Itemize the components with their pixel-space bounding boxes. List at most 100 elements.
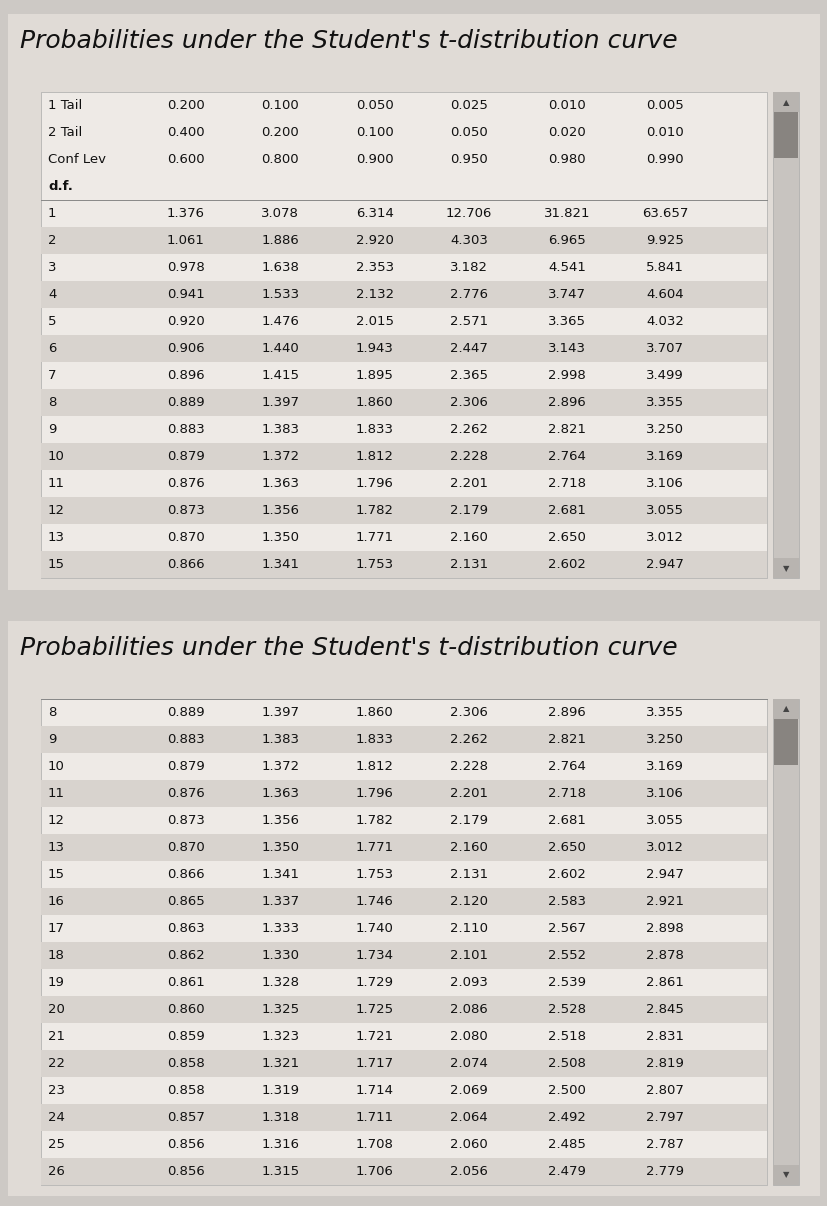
Text: 12: 12 [48,814,65,827]
Text: 4.604: 4.604 [646,288,683,302]
Text: 3.106: 3.106 [646,478,683,490]
Text: 1.415: 1.415 [261,369,299,382]
Text: 6.314: 6.314 [356,207,394,221]
Text: 2.821: 2.821 [547,423,586,437]
Text: 1.341: 1.341 [261,868,299,880]
Text: 2.998: 2.998 [547,369,586,382]
Text: 2.819: 2.819 [646,1056,683,1070]
Text: 2.602: 2.602 [547,558,586,572]
Text: 1.350: 1.350 [261,531,299,544]
Text: 2 Tail: 2 Tail [48,127,82,139]
Bar [41,281,766,308]
Text: 0.600: 0.600 [167,153,204,166]
Bar [41,551,766,578]
Text: 3.365: 3.365 [547,315,586,328]
Text: 3.182: 3.182 [450,262,488,274]
Text: 2.821: 2.821 [547,733,586,745]
Text: 1.706: 1.706 [356,1165,394,1178]
Text: 2.262: 2.262 [450,423,488,437]
Text: 1.708: 1.708 [356,1137,394,1151]
Text: 2.718: 2.718 [547,478,586,490]
Text: 2.764: 2.764 [547,450,586,463]
Text: 0.100: 0.100 [356,127,393,139]
Text: 1.721: 1.721 [356,1030,394,1043]
Text: 2.132: 2.132 [356,288,394,302]
Text: 16: 16 [48,895,65,908]
Text: 1.383: 1.383 [261,423,299,437]
Text: 1.376: 1.376 [167,207,205,221]
Text: 0.860: 0.860 [167,1003,204,1015]
Text: 1.383: 1.383 [261,733,299,745]
Text: ▼: ▼ [782,1170,788,1179]
Text: 2.479: 2.479 [547,1165,586,1178]
Text: 0.873: 0.873 [167,814,204,827]
Text: 1.734: 1.734 [356,949,394,962]
Text: 12: 12 [48,504,65,517]
Text: 2.947: 2.947 [646,868,683,880]
Text: 2.306: 2.306 [450,706,488,719]
Text: 1.325: 1.325 [261,1003,299,1015]
Text: 1.315: 1.315 [261,1165,299,1178]
Text: 2.201: 2.201 [450,786,488,800]
Text: 3.143: 3.143 [547,343,586,355]
Text: ▲: ▲ [782,704,788,714]
Text: 1.440: 1.440 [261,343,299,355]
Text: 1.341: 1.341 [261,558,299,572]
Text: 2.947: 2.947 [646,558,683,572]
Bar [41,497,766,525]
Text: 2.015: 2.015 [356,315,394,328]
Text: 1.753: 1.753 [356,558,394,572]
Text: 3.012: 3.012 [646,841,683,854]
Text: 2: 2 [48,234,56,247]
Text: 2.896: 2.896 [547,396,586,409]
Text: 0.857: 0.857 [167,1111,204,1124]
Text: 1.323: 1.323 [261,1030,299,1043]
Text: 2.528: 2.528 [547,1003,586,1015]
Text: 2.056: 2.056 [450,1165,488,1178]
Text: 1.372: 1.372 [261,760,299,773]
Bar [41,942,766,968]
Text: 2.074: 2.074 [450,1056,488,1070]
Text: 1.943: 1.943 [356,343,394,355]
Text: 2.898: 2.898 [646,921,683,935]
Text: 15: 15 [48,868,65,880]
Text: 2.228: 2.228 [450,450,488,463]
Text: 5: 5 [48,315,56,328]
Text: 0.876: 0.876 [167,786,204,800]
Text: 2.508: 2.508 [547,1056,586,1070]
Text: 2.896: 2.896 [547,706,586,719]
Text: 3.055: 3.055 [646,814,683,827]
Text: 9: 9 [48,423,56,437]
Text: Probabilities under the Student's t-distribution curve: Probabilities under the Student's t-dist… [21,636,677,660]
Text: 9.925: 9.925 [646,234,683,247]
Text: 3.169: 3.169 [646,450,683,463]
Text: 6: 6 [48,343,56,355]
Text: 2.131: 2.131 [450,558,488,572]
Text: 9: 9 [48,733,56,745]
Text: 0.020: 0.020 [547,127,586,139]
Text: 2.069: 2.069 [450,1084,487,1096]
Text: 0.863: 0.863 [167,921,204,935]
Text: 1.771: 1.771 [356,531,394,544]
Text: 3.078: 3.078 [261,207,299,221]
Text: 8: 8 [48,396,56,409]
Text: 25: 25 [48,1137,65,1151]
Bar [41,443,766,470]
Text: 2.353: 2.353 [356,262,394,274]
Text: 22: 22 [48,1056,65,1070]
Bar [41,390,766,416]
Text: 63.657: 63.657 [642,207,688,221]
Text: 2.160: 2.160 [450,841,488,854]
Text: d.f.: d.f. [48,180,73,193]
Text: 2.539: 2.539 [547,976,586,989]
Text: 0.990: 0.990 [646,153,683,166]
Text: 0.879: 0.879 [167,760,204,773]
Text: 0.873: 0.873 [167,504,204,517]
Text: 2.831: 2.831 [646,1030,683,1043]
Bar [41,698,766,1184]
Bar [773,719,797,765]
Text: 11: 11 [48,786,65,800]
Text: 4.032: 4.032 [646,315,683,328]
Text: 24: 24 [48,1111,65,1124]
Text: 2.552: 2.552 [547,949,586,962]
